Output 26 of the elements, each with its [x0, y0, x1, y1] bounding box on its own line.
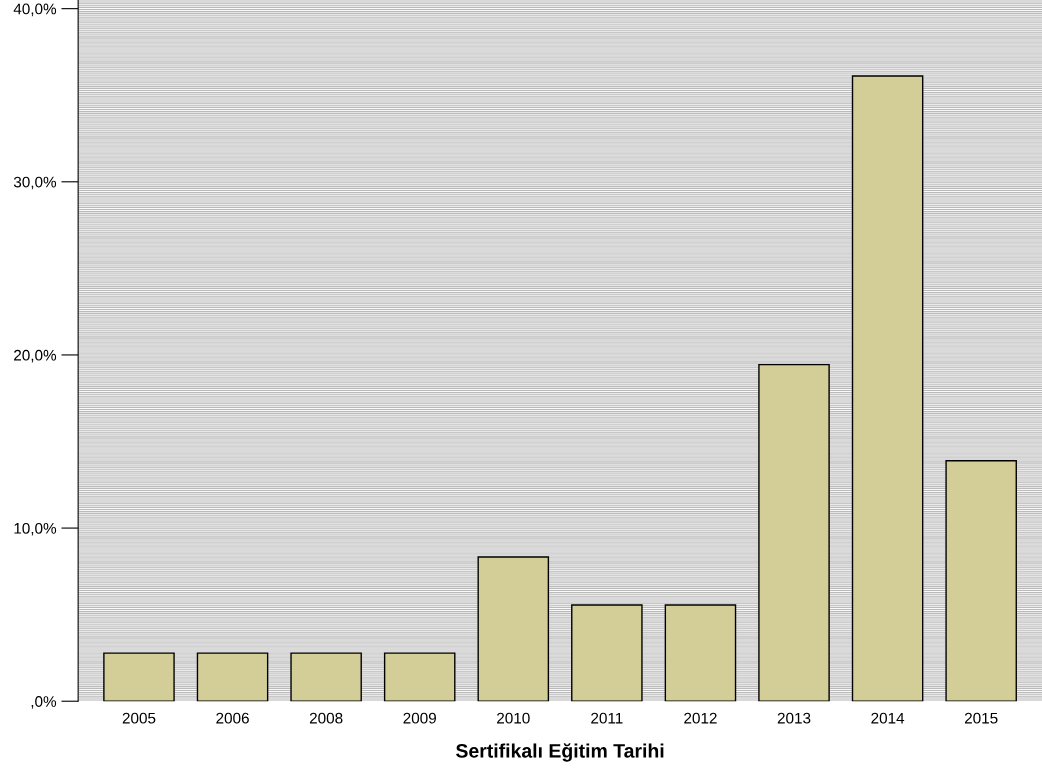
bar — [851, 75, 924, 702]
y-tick-label: 30,0% — [13, 176, 57, 190]
bar — [945, 460, 1017, 702]
bar — [664, 604, 737, 702]
bar — [383, 652, 456, 702]
x-tick-label: 2014 — [871, 712, 905, 724]
x-tick-label: 2010 — [497, 712, 530, 724]
x-tick-label: 2011 — [591, 712, 623, 724]
x-tick-label: 2006 — [216, 712, 249, 724]
x-tick-label: 2012 — [684, 712, 717, 724]
x-tick-label: 2015 — [964, 712, 998, 724]
x-axis-title: Sertifikalı Eğitim Tarihi — [456, 743, 664, 762]
bar — [103, 652, 175, 702]
bar — [477, 556, 550, 702]
x-tick-label: 2009 — [403, 712, 436, 724]
bar — [196, 652, 269, 702]
y-tick-label: 20,0% — [14, 349, 57, 363]
y-tick-label: 10,0% — [14, 522, 57, 536]
y-tick-label: 40,0% — [13, 3, 57, 17]
bar — [290, 652, 362, 702]
bar — [758, 363, 830, 702]
x-tick-label: 2005 — [122, 712, 156, 724]
x-tick-label: 2013 — [777, 712, 811, 724]
y-tick-label: ,0% — [31, 696, 57, 709]
bar — [571, 604, 643, 702]
x-tick-label: 2008 — [309, 712, 343, 724]
